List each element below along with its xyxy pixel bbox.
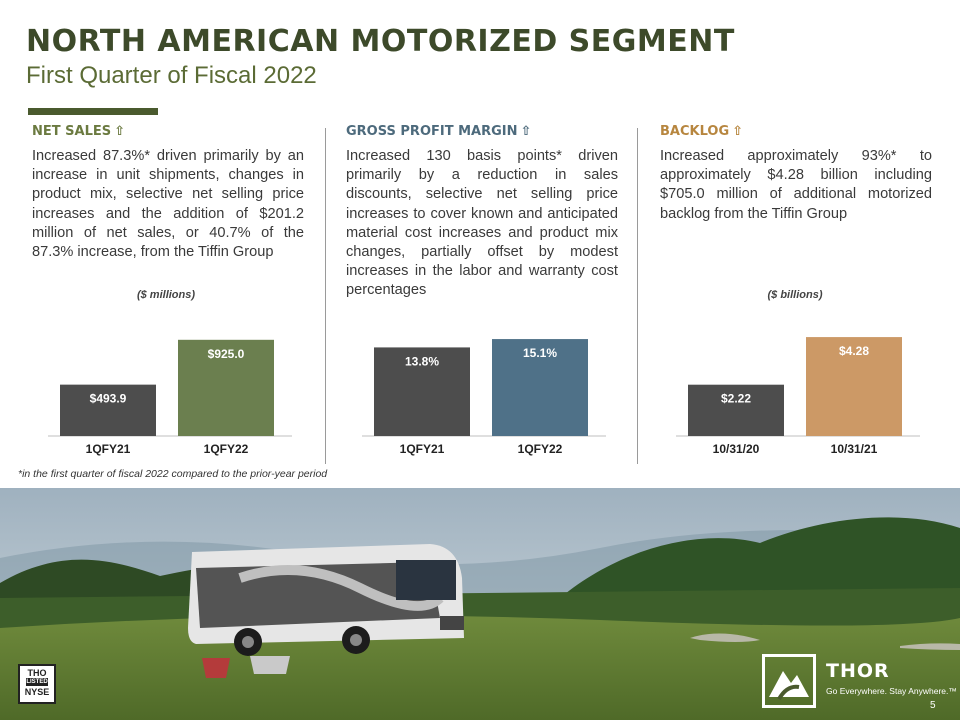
nyse-listed-text: LISTED xyxy=(26,678,48,686)
bar-10/31/21 xyxy=(806,337,902,436)
rv-landscape-photo xyxy=(0,488,960,720)
up-arrow-icon: ⇧ xyxy=(520,124,532,139)
bar-value-label: 13.8% xyxy=(405,354,439,368)
bar-1QFY21 xyxy=(60,384,156,436)
footnote: *in the first quarter of fiscal 2022 com… xyxy=(18,468,328,480)
backlog-chart: $2.22 10/31/20 $4.28 10/31/21 xyxy=(668,318,940,458)
category-tick-label: 1QFY21 xyxy=(86,442,131,456)
gross-margin-heading: GROSS PROFIT MARGIN ⇧ xyxy=(346,124,618,139)
category-tick-label: 10/31/20 xyxy=(713,442,760,456)
backlog-heading: BACKLOG ⇧ xyxy=(660,124,932,139)
gross-margin-chart: 13.8% 1QFY21 15.1% 1QFY22 xyxy=(354,318,626,458)
motorhome-illustration xyxy=(188,544,464,656)
backlog-column: BACKLOG ⇧ Increased approximately 93%* to… xyxy=(660,124,932,224)
title-accent-bar xyxy=(28,108,158,115)
net-sales-unit-label: ($ millions) xyxy=(136,289,196,301)
bar-value-label: $2.22 xyxy=(721,392,751,406)
bar-1QFY22 xyxy=(492,339,588,436)
bar-value-label: $4.28 xyxy=(839,344,869,358)
landscape-illustration xyxy=(0,488,960,720)
backlog-heading-text: BACKLOG xyxy=(660,124,730,139)
net-sales-column: NET SALES ⇧ Increased 87.3%* driven prima… xyxy=(32,124,304,262)
backlog-unit-label: ($ billions) xyxy=(767,289,823,301)
gross-margin-column: GROSS PROFIT MARGIN ⇧ Increased 130 basis… xyxy=(346,124,618,301)
bar-value-label: 15.1% xyxy=(523,346,557,360)
nyse-name: NYSE xyxy=(24,687,50,697)
nyse-ticker: THO xyxy=(27,668,47,678)
up-arrow-icon: ⇧ xyxy=(732,124,744,139)
net-sales-heading-text: NET SALES xyxy=(32,124,112,139)
category-tick-label: 1QFY21 xyxy=(400,442,445,456)
backlog-description: Increased approximately 93%* to approxim… xyxy=(660,148,932,222)
slide-title: NORTH AMERICAN MOTORIZED SEGMENT xyxy=(26,24,735,59)
nyse-listed-logo: THO LISTED NYSE xyxy=(18,664,56,704)
bar-value-label: $493.9 xyxy=(90,392,127,406)
slide-subtitle: First Quarter of Fiscal 2022 xyxy=(26,62,317,89)
bar-10/31/20 xyxy=(688,384,784,436)
net-sales-description: Increased 87.3%* driven primarily by an … xyxy=(32,148,304,261)
net-sales-chart: $493.9 1QFY21 $925.0 1QFY22 xyxy=(40,318,312,458)
brand-name: THOR xyxy=(826,660,890,682)
category-tick-label: 10/31/21 xyxy=(831,442,878,456)
bar-1QFY22 xyxy=(178,339,274,436)
net-sales-chart-svg: $493.9 1QFY21 $925.0 1QFY22 xyxy=(48,339,292,456)
category-tick-label: 1QFY22 xyxy=(518,442,563,456)
gross-margin-chart-svg: 13.8% 1QFY21 15.1% 1QFY22 xyxy=(362,339,606,456)
thor-mountain-logo-icon xyxy=(762,654,816,708)
gross-margin-description: Increased 130 basis points* driven prima… xyxy=(346,148,618,299)
net-sales-heading: NET SALES ⇧ xyxy=(32,124,304,139)
gross-margin-heading-text: GROSS PROFIT MARGIN xyxy=(346,124,518,139)
column-divider xyxy=(637,128,638,464)
page-number: 5 xyxy=(930,700,936,711)
brand-tagline: Go Everywhere. Stay Anywhere.™ xyxy=(826,686,957,696)
up-arrow-icon: ⇧ xyxy=(114,124,126,139)
bar-1QFY21 xyxy=(374,347,470,436)
camp-chairs xyxy=(202,656,290,678)
category-tick-label: 1QFY22 xyxy=(204,442,249,456)
backlog-chart-svg: $2.22 10/31/20 $4.28 10/31/21 xyxy=(676,337,920,456)
bar-value-label: $925.0 xyxy=(208,347,245,361)
column-divider xyxy=(325,128,326,464)
